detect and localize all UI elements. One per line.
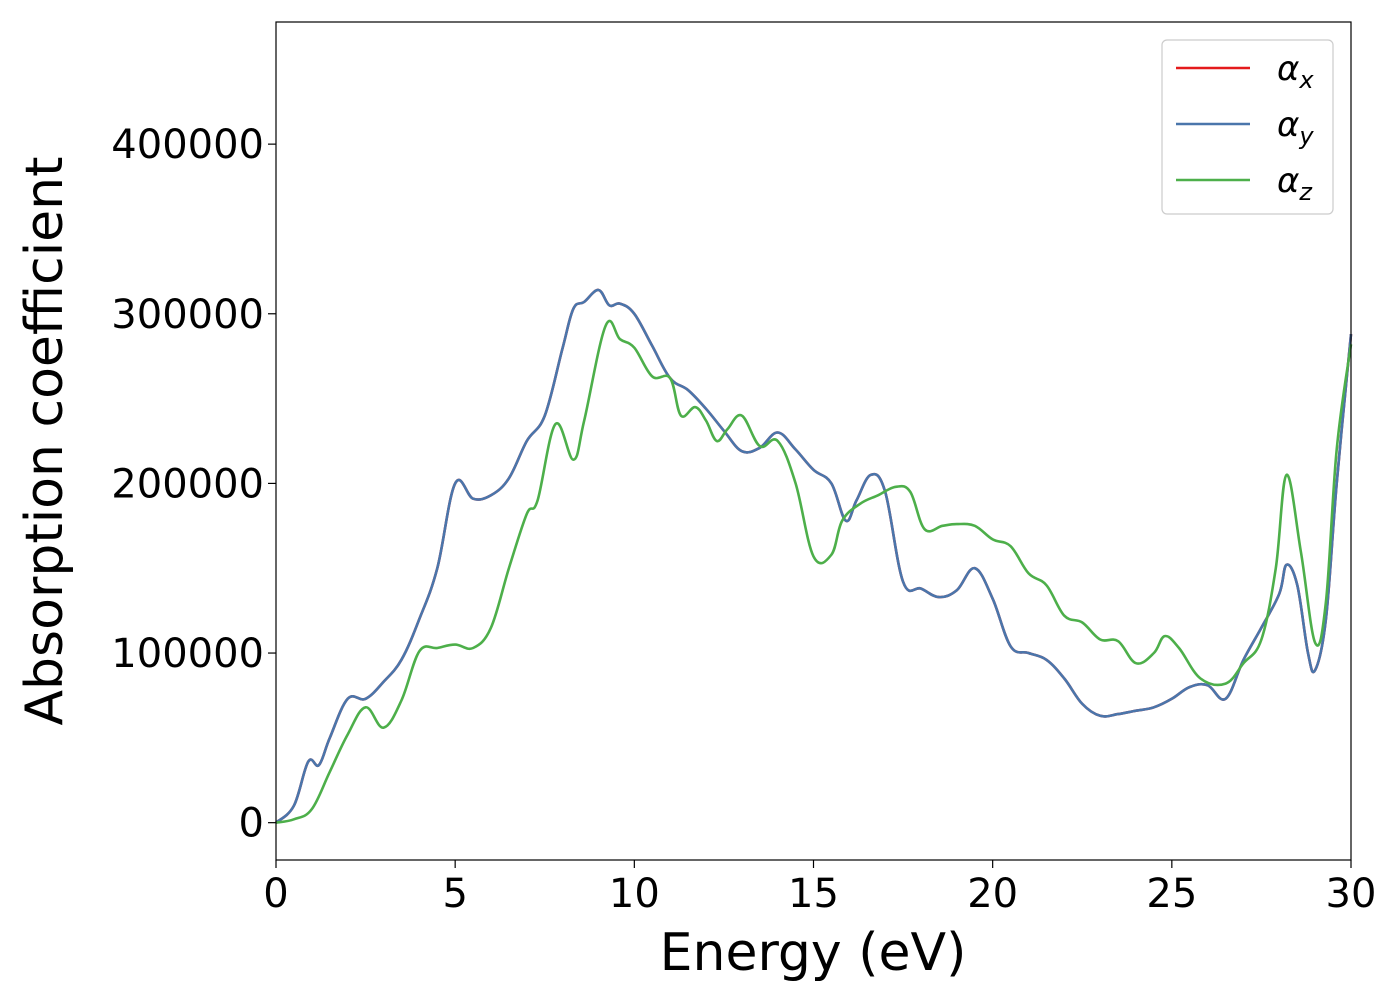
x-axis: 0 5 10 15 20 25 30 [263,860,1376,917]
y-tick-label: 200000 [111,461,264,507]
legend-box [1161,39,1334,215]
x-tick-label: 10 [609,871,660,917]
legend-label-y: αy [1277,105,1314,150]
x-tick-label: 20 [967,871,1018,917]
y-axis: 0 100000 200000 300000 400000 [111,122,276,847]
series-line-y [275,288,1353,824]
legend: αx αy αz [1161,39,1334,215]
legend-label-z: αz [1277,161,1313,206]
legend-label-x: αx [1277,49,1314,94]
y-axis-title: Absorption coefficient [15,156,75,725]
x-tick-label: 0 [263,871,288,917]
x-axis-title: Energy (eV) [660,923,967,983]
x-tick-label: 5 [442,871,467,917]
series-line-z [275,319,1353,824]
series-layer [275,288,1353,824]
y-tick-label: 300000 [111,292,264,338]
y-tick-label: 0 [239,801,264,847]
x-tick-label: 15 [788,871,839,917]
y-tick-label: 400000 [111,122,264,168]
y-tick-label: 100000 [111,631,264,677]
x-tick-label: 30 [1326,871,1377,917]
x-tick-label: 25 [1146,871,1197,917]
